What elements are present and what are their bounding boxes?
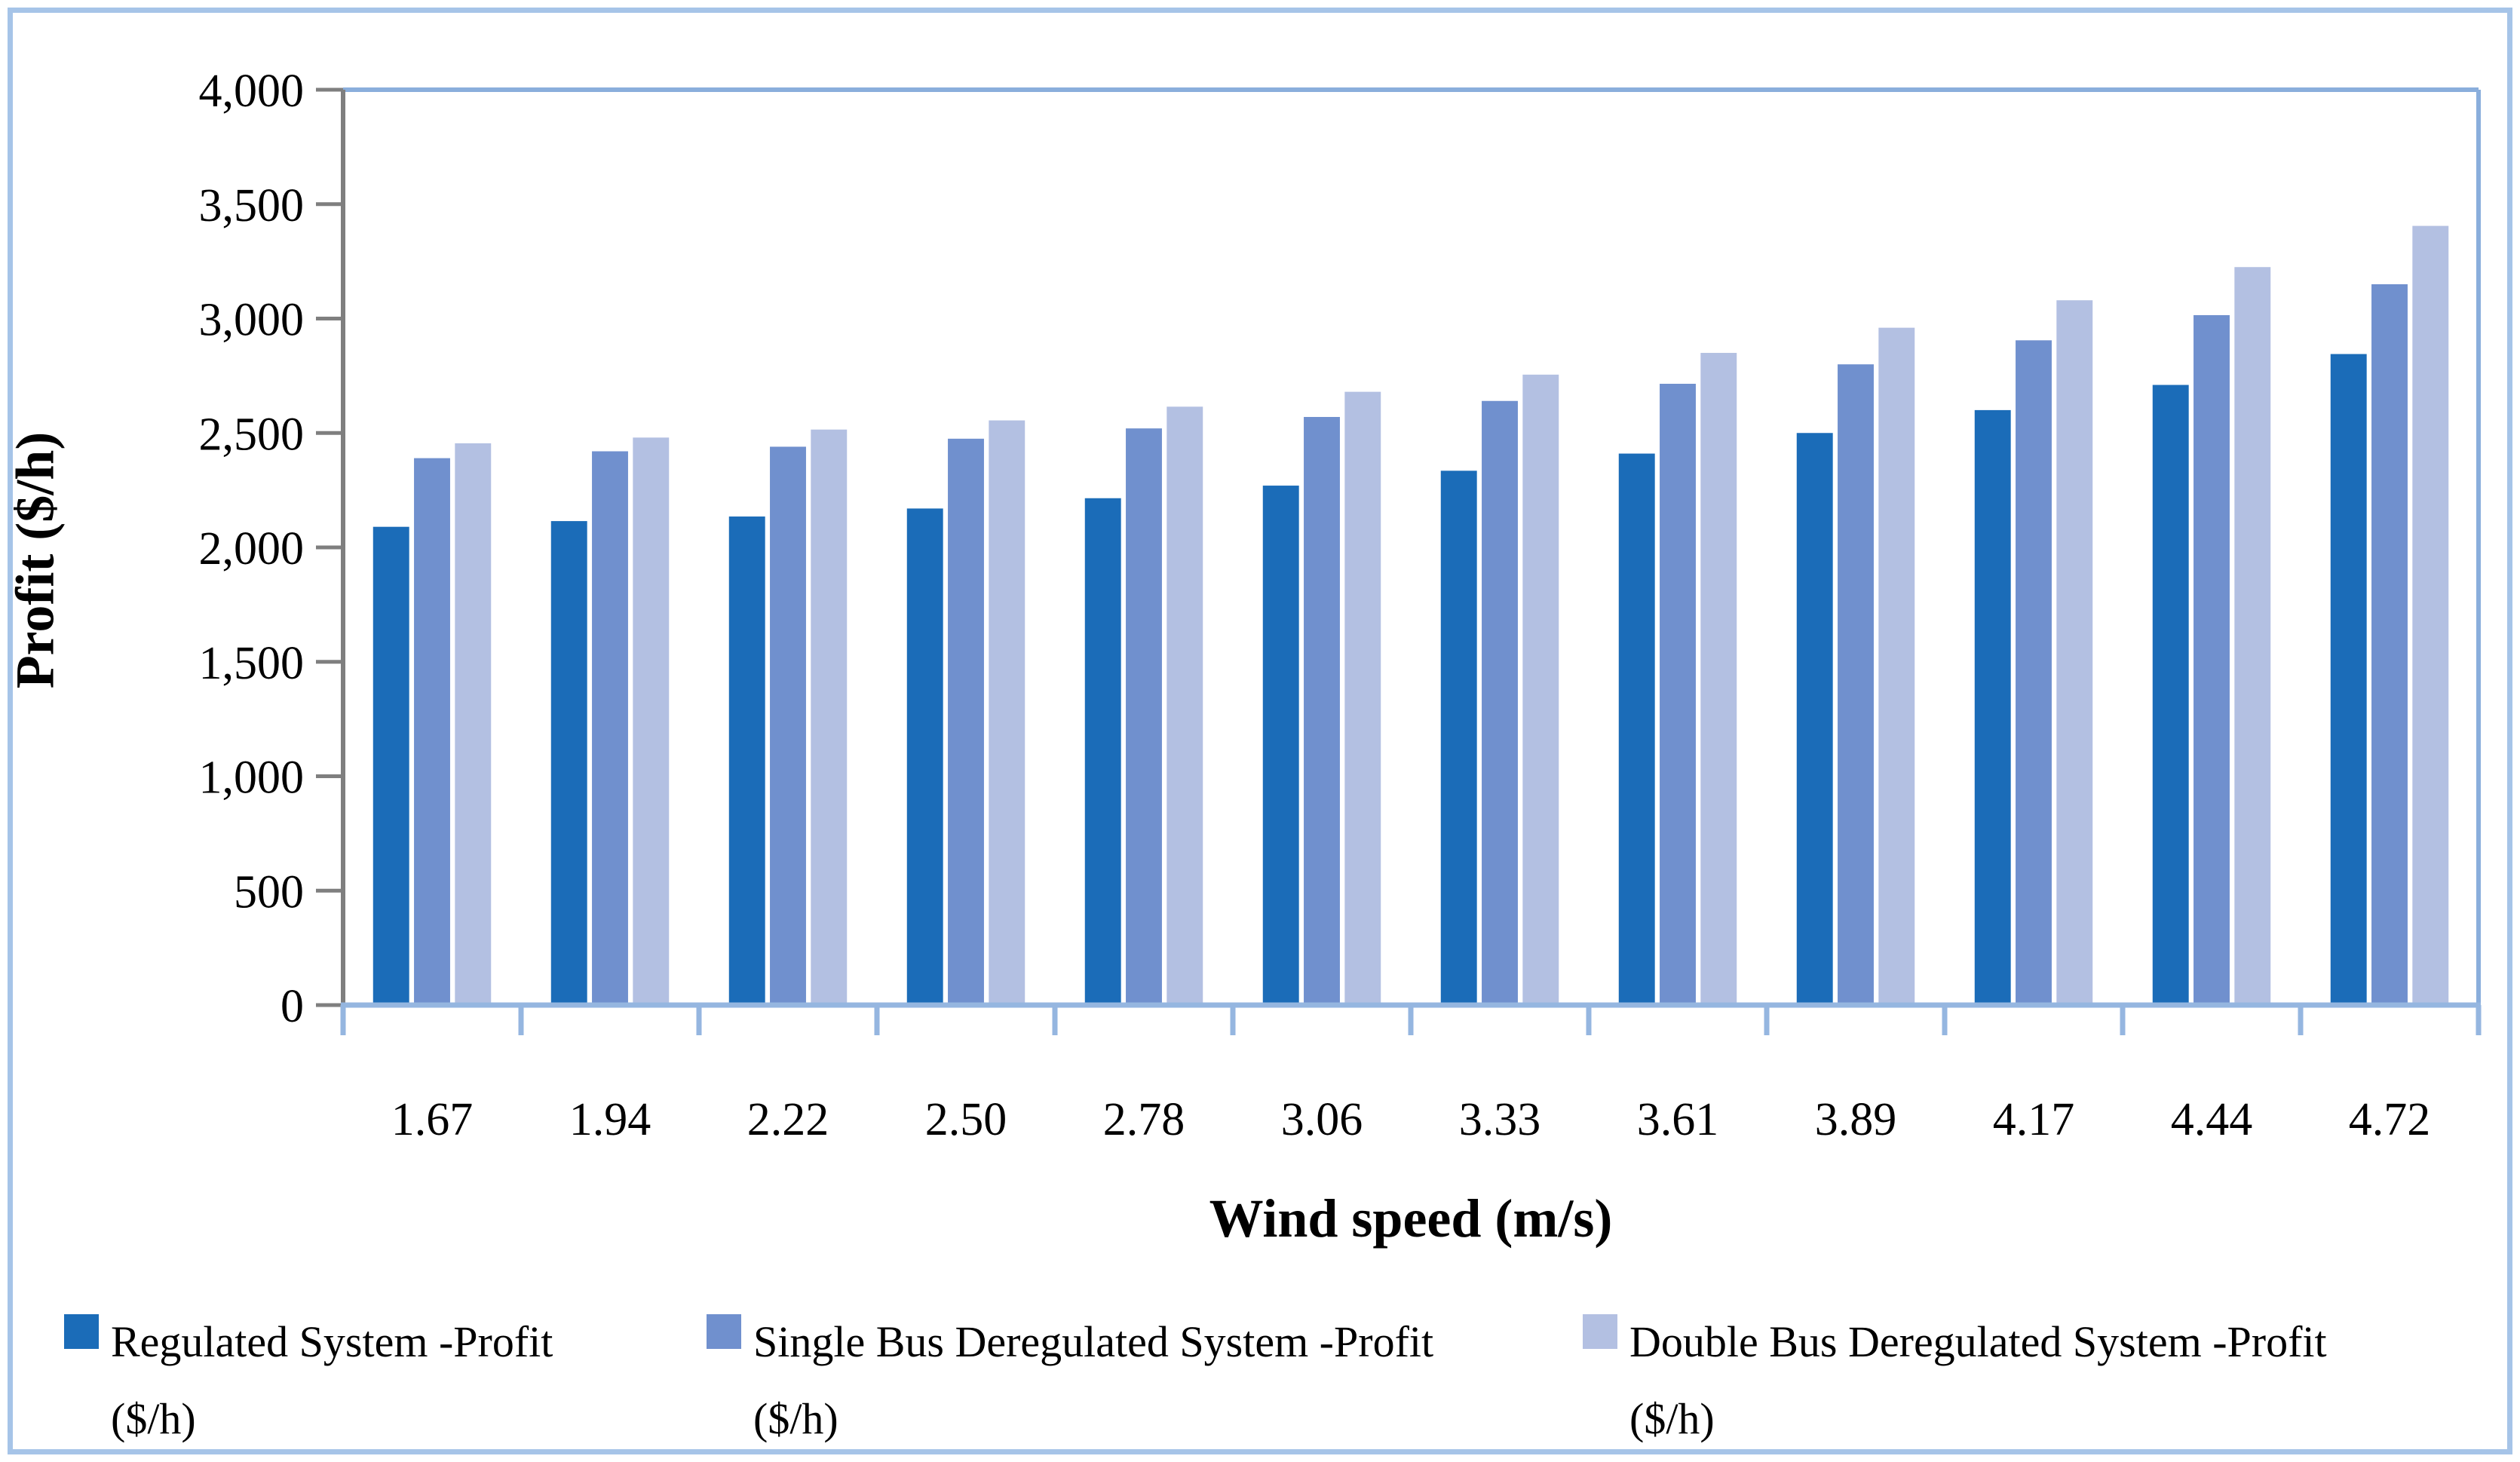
bar bbox=[948, 438, 984, 1005]
bar bbox=[1166, 406, 1203, 1005]
y-tick-label: 2,500 bbox=[199, 409, 305, 460]
legend-label: Regulated System -Profit ($/h) bbox=[111, 1304, 553, 1457]
legend-label: Double Bus Deregulated System -Profit ($/… bbox=[1629, 1304, 2327, 1457]
legend: Regulated System -Profit ($/h) Single Bus … bbox=[13, 1304, 2507, 1443]
legend-label: Single Bus Deregulated System -Profit ($/… bbox=[753, 1304, 1433, 1457]
x-tick-label: 4.44 bbox=[2171, 1094, 2253, 1145]
bar bbox=[2016, 340, 2052, 1005]
x-tick-label: 3.61 bbox=[1637, 1094, 1719, 1145]
bar bbox=[1878, 327, 1915, 1005]
bar bbox=[1126, 428, 1162, 1005]
bar bbox=[1838, 364, 1874, 1005]
bar bbox=[1618, 453, 1655, 1005]
y-tick-label: 1,000 bbox=[199, 752, 305, 804]
bar bbox=[1304, 417, 1340, 1005]
bar bbox=[2412, 225, 2449, 1005]
bar bbox=[1522, 374, 1559, 1005]
legend-swatch-icon bbox=[1583, 1314, 1617, 1349]
bar bbox=[455, 443, 492, 1005]
x-tick-label: 2.78 bbox=[1103, 1094, 1185, 1145]
x-tick-label: 3.89 bbox=[1815, 1094, 1897, 1145]
bar bbox=[2371, 284, 2408, 1006]
y-tick-label: 4,000 bbox=[199, 66, 305, 117]
bar bbox=[728, 516, 765, 1005]
bar bbox=[989, 420, 1025, 1005]
x-tick-label: 1.94 bbox=[569, 1094, 651, 1145]
y-tick-label: 500 bbox=[234, 866, 304, 918]
bar bbox=[906, 508, 943, 1005]
bar bbox=[633, 437, 670, 1005]
x-tick-label: 4.72 bbox=[2349, 1094, 2431, 1145]
bar bbox=[1482, 400, 1518, 1005]
legend-label-line2: ($/h) bbox=[111, 1393, 196, 1443]
bar bbox=[770, 446, 806, 1005]
bar bbox=[550, 521, 587, 1005]
x-axis-title: Wind speed (m/s) bbox=[1209, 1188, 1613, 1249]
bar bbox=[1660, 383, 1696, 1005]
bar bbox=[1700, 353, 1737, 1005]
bar bbox=[1440, 470, 1477, 1005]
bar bbox=[2194, 314, 2230, 1005]
bar bbox=[2234, 267, 2271, 1005]
legend-label-line2: ($/h) bbox=[753, 1393, 838, 1443]
legend-label-line1: Single Bus Deregulated System -Profit bbox=[753, 1317, 1434, 1366]
x-tick-label: 3.33 bbox=[1459, 1094, 1541, 1145]
bar bbox=[811, 429, 848, 1005]
bar bbox=[2056, 300, 2093, 1006]
x-tick-label: 3.06 bbox=[1281, 1094, 1363, 1145]
x-tick-label: 4.17 bbox=[1993, 1094, 2075, 1145]
y-tick-label: 2,000 bbox=[199, 523, 305, 575]
bar bbox=[1262, 486, 1299, 1005]
legend-label-line1: Regulated System -Profit bbox=[111, 1317, 553, 1366]
bar bbox=[372, 526, 409, 1005]
y-tick-label: 3,000 bbox=[199, 295, 305, 346]
x-tick-label: 1.67 bbox=[391, 1094, 474, 1145]
bar bbox=[2152, 385, 2189, 1005]
y-axis-title: Profit ($/h) bbox=[5, 431, 66, 689]
legend-label-line1: Double Bus Deregulated System -Profit bbox=[1629, 1317, 2327, 1366]
bar bbox=[592, 451, 628, 1005]
legend-swatch-icon bbox=[707, 1314, 741, 1349]
chart-figure: 1.67 1.94 2.22 2.50 2.78 3.06 3.33 3.61 3.89 4.17… bbox=[5, 8, 2512, 1454]
legend-label-line2: ($/h) bbox=[1629, 1393, 1715, 1443]
bar bbox=[1084, 498, 1121, 1005]
bar bbox=[414, 458, 450, 1005]
bar bbox=[1796, 433, 1833, 1005]
legend-swatch-icon bbox=[64, 1314, 99, 1349]
bar bbox=[1344, 391, 1381, 1005]
y-tick-label: 0 bbox=[281, 981, 304, 1032]
y-tick-label: 1,500 bbox=[199, 638, 305, 689]
legend-item: Regulated System -Profit ($/h) bbox=[64, 1304, 553, 1457]
legend-item: Double Bus Deregulated System -Profit ($/… bbox=[1583, 1304, 2327, 1457]
y-tick-label: 3,500 bbox=[199, 180, 305, 231]
legend-item: Single Bus Deregulated System -Profit ($/… bbox=[707, 1304, 1433, 1457]
bar bbox=[2330, 354, 2367, 1006]
x-tick-label: 2.50 bbox=[925, 1094, 1007, 1145]
bar bbox=[1974, 409, 2011, 1005]
x-tick-label: 2.22 bbox=[747, 1094, 829, 1145]
